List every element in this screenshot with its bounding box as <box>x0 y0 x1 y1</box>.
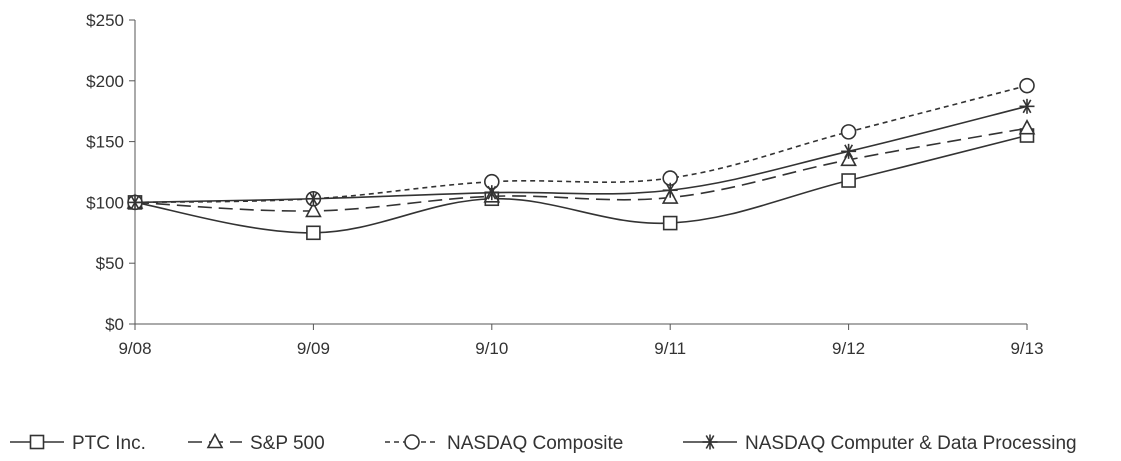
data-point-circle <box>840 124 857 140</box>
series-star <box>127 98 1035 210</box>
series-lines <box>126 77 1036 241</box>
data-point-star <box>127 194 143 210</box>
y-tick-label: $250 <box>86 11 124 30</box>
legend-label: S&P 500 <box>250 433 325 454</box>
legend-label: NASDAQ Composite <box>447 433 623 454</box>
x-tick-label: 9/08 <box>118 339 151 358</box>
y-tick-label: $0 <box>105 315 124 334</box>
series-line <box>134 84 1028 204</box>
y-tick-label: $150 <box>86 133 124 152</box>
x-tick-label: 9/09 <box>297 339 330 358</box>
data-point-triangle <box>305 201 322 218</box>
y-ticks: $0 $50 $100 $150 $200 $250 <box>86 11 135 334</box>
legend: PTC Inc. S&P 500 NASDAQ Composite NASDAQ Co… <box>10 432 1077 454</box>
series-line <box>134 127 1028 212</box>
x-tick-label: 9/13 <box>1010 339 1043 358</box>
legend-label: PTC Inc. <box>72 433 146 454</box>
legend-marker-square <box>29 434 45 450</box>
x-ticks: 9/08 9/09 9/10 9/11 9/12 9/13 <box>118 324 1044 358</box>
x-tick-label: 9/10 <box>475 339 508 358</box>
legend-label: NASDAQ Computer & Data Processing <box>745 433 1077 454</box>
legend-marker-circle <box>404 434 420 450</box>
data-point-circle <box>1019 77 1035 94</box>
data-point-star <box>841 143 857 159</box>
data-point-star <box>484 185 500 201</box>
data-point-square <box>662 215 678 231</box>
legend-item: NASDAQ Computer & Data Processing <box>683 433 1077 454</box>
data-point-triangle <box>1018 119 1036 135</box>
x-tick-label: 9/12 <box>832 339 865 358</box>
y-tick-label: $100 <box>86 193 124 212</box>
axes <box>134 20 1027 325</box>
series-circle <box>127 77 1035 211</box>
data-point-square <box>306 225 321 241</box>
data-point-square <box>841 173 856 188</box>
data-point-star <box>1019 98 1035 114</box>
series-line <box>134 134 1028 234</box>
series-square <box>127 128 1035 241</box>
legend-marker-triangle <box>206 432 224 449</box>
series-line <box>134 105 1028 204</box>
data-point-star <box>305 191 321 207</box>
legend-item: S&P 500 <box>188 432 325 454</box>
x-tick-label: 9/11 <box>654 339 686 358</box>
legend-item: PTC Inc. <box>10 433 146 454</box>
y-tick-label: $200 <box>86 72 124 91</box>
legend-item: NASDAQ Composite <box>385 433 623 454</box>
data-point-star <box>662 182 678 198</box>
y-tick-label: $50 <box>96 254 124 273</box>
legend-marker-star <box>702 434 718 450</box>
data-point-triangle <box>840 150 857 167</box>
